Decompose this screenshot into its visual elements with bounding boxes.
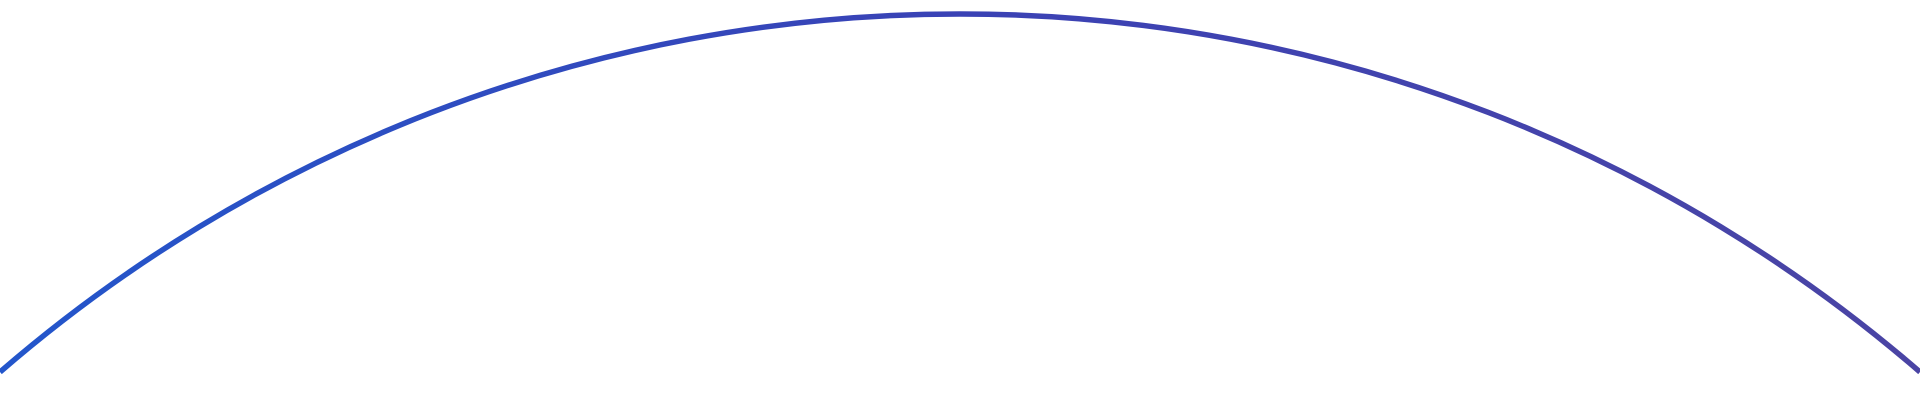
arc-curve [0,11,1920,375]
